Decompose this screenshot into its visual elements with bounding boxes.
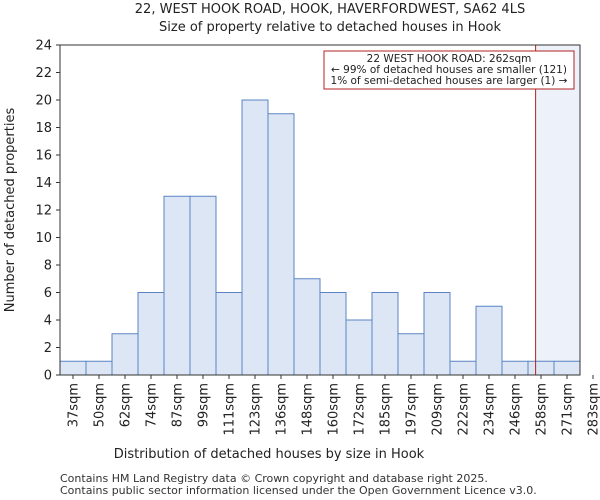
y-tick-label: 2 xyxy=(44,341,52,356)
x-tick-label: 87sqm xyxy=(171,383,186,427)
x-tick-label: 136sqm xyxy=(275,383,290,436)
bar xyxy=(449,360,477,376)
y-axis-label: Number of detached properties xyxy=(3,108,18,313)
x-tick-label: 111sqm xyxy=(223,383,238,436)
y-tick-label: 6 xyxy=(44,286,52,301)
y-tick-label: 14 xyxy=(35,176,52,191)
bar xyxy=(423,292,451,376)
x-tick-label: 172sqm xyxy=(353,383,368,436)
x-axis-ticks: 37sqm 50sqm 62sqm 74sqm 87sqm 99sqm 111sqm 123s… xyxy=(67,375,600,436)
x-tick-label: 62sqm xyxy=(119,383,134,427)
bar xyxy=(345,319,373,376)
bar xyxy=(319,292,347,376)
footer-line-1: Contains HM Land Registry data © Crown c… xyxy=(60,472,488,485)
bar xyxy=(501,360,529,376)
bar xyxy=(371,292,399,376)
y-tick-label: 0 xyxy=(44,369,52,384)
bar xyxy=(475,305,503,376)
bar xyxy=(189,195,217,376)
y-tick-label: 10 xyxy=(35,231,52,246)
x-tick-label: 123sqm xyxy=(249,383,264,436)
y-tick-label: 24 xyxy=(35,39,52,54)
bar xyxy=(111,333,139,376)
bar xyxy=(85,360,113,376)
y-tick-label: 18 xyxy=(35,121,52,136)
bar xyxy=(397,333,425,376)
x-tick-label: 271sqm xyxy=(561,383,576,436)
chart-subtitle: Size of property relative to detached ho… xyxy=(159,20,501,35)
y-tick-label: 22 xyxy=(35,66,52,81)
x-tick-label: 50sqm xyxy=(93,383,108,427)
x-tick-label: 74sqm xyxy=(145,383,160,427)
chart-title: 22, WEST HOOK ROAD, HOOK, HAVERFORDWEST,… xyxy=(135,2,525,17)
bar xyxy=(267,113,295,376)
x-tick-label: 246sqm xyxy=(509,383,524,436)
bar xyxy=(137,292,165,376)
annotation-line-3: 1% of semi-detached houses are larger (1… xyxy=(331,75,568,87)
bars-group xyxy=(59,99,581,376)
x-tick-label: 197sqm xyxy=(405,383,420,436)
x-tick-label: 234sqm xyxy=(483,383,498,436)
annotation-line-2: ← 99% of detached houses are smaller (12… xyxy=(331,64,567,76)
x-tick-label: 185sqm xyxy=(379,383,394,436)
annotation-box xyxy=(323,50,575,90)
annotation-line-1: 22 WEST HOOK ROAD: 262sqm xyxy=(367,53,532,65)
x-tick-label: 148sqm xyxy=(301,383,316,436)
y-tick-label: 16 xyxy=(35,149,52,164)
x-tick-label: 209sqm xyxy=(431,383,446,436)
bar xyxy=(163,195,191,376)
bar xyxy=(59,360,87,376)
x-tick-label: 222sqm xyxy=(457,383,472,436)
footer-line-2: Contains public sector information licen… xyxy=(60,484,537,497)
x-tick-label: 283sqm xyxy=(587,383,600,436)
x-tick-label: 258sqm xyxy=(535,383,550,436)
bar xyxy=(241,99,269,376)
y-tick-label: 20 xyxy=(35,94,52,109)
bar xyxy=(215,292,243,376)
y-tick-label: 8 xyxy=(44,259,52,274)
y-tick-label: 4 xyxy=(44,314,52,329)
bar xyxy=(293,278,321,376)
x-tick-label: 37sqm xyxy=(67,383,82,427)
bar xyxy=(527,360,555,376)
x-axis-label: Distribution of detached houses by size … xyxy=(114,447,425,462)
x-tick-label: 160sqm xyxy=(327,383,342,436)
bar xyxy=(553,360,581,376)
y-tick-label: 12 xyxy=(35,204,52,219)
highlight-region xyxy=(535,45,580,375)
x-tick-label: 99sqm xyxy=(197,383,212,427)
